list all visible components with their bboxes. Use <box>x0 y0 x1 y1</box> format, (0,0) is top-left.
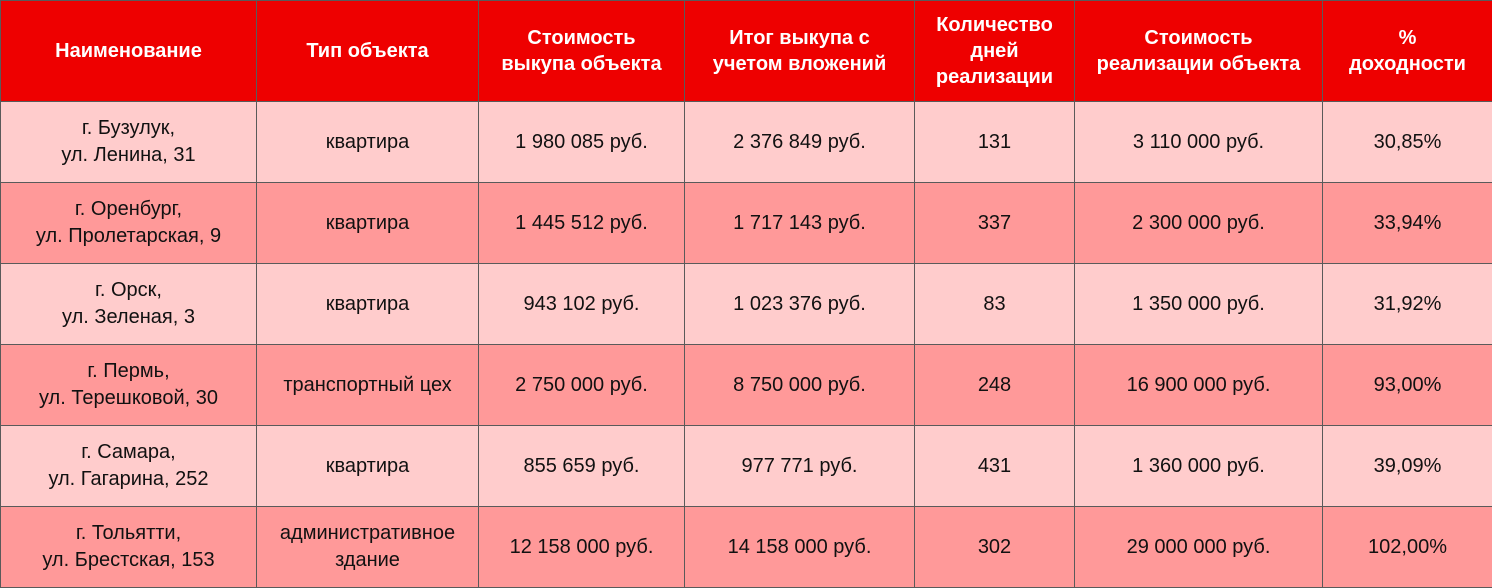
cell-days: 131 <box>915 102 1075 183</box>
cell-type: квартира <box>257 426 479 507</box>
header-object-type: Тип объекта <box>257 1 479 102</box>
cell-buyout-total: 14 158 000 руб. <box>685 507 915 588</box>
cell-type: транспортный цех <box>257 345 479 426</box>
cell-buyout-cost: 1 980 085 руб. <box>479 102 685 183</box>
cell-yield: 93,00% <box>1323 345 1492 426</box>
cell-buyout-total: 1 023 376 руб. <box>685 264 915 345</box>
table-row: г. Оренбург, ул. Пролетарская, 9 квартир… <box>1 183 1492 264</box>
header-days: Количество дней реализации <box>915 1 1075 102</box>
cell-name: г. Оренбург, ул. Пролетарская, 9 <box>1 183 257 264</box>
cell-buyout-cost: 855 659 руб. <box>479 426 685 507</box>
cell-buyout-cost: 1 445 512 руб. <box>479 183 685 264</box>
header-buyout-total: Итог выкупа с учетом вложений <box>685 1 915 102</box>
cell-buyout-cost: 12 158 000 руб. <box>479 507 685 588</box>
cell-sale-cost: 2 300 000 руб. <box>1075 183 1323 264</box>
cell-buyout-total: 2 376 849 руб. <box>685 102 915 183</box>
cell-name: г. Орск, ул. Зеленая, 3 <box>1 264 257 345</box>
cell-sale-cost: 1 350 000 руб. <box>1075 264 1323 345</box>
table-header-row: Наименование Тип объекта Стоимость выкуп… <box>1 1 1492 102</box>
cell-days: 337 <box>915 183 1075 264</box>
cell-days: 302 <box>915 507 1075 588</box>
cell-type: административное здание <box>257 507 479 588</box>
cell-name: г. Самара, ул. Гагарина, 252 <box>1 426 257 507</box>
cell-name: г. Тольятти, ул. Брестская, 153 <box>1 507 257 588</box>
cell-type: квартира <box>257 102 479 183</box>
table-row: г. Орск, ул. Зеленая, 3 квартира 943 102… <box>1 264 1492 345</box>
table-row: г. Тольятти, ул. Брестская, 153 админист… <box>1 507 1492 588</box>
cell-buyout-total: 8 750 000 руб. <box>685 345 915 426</box>
header-yield: % доходности <box>1323 1 1492 102</box>
table-row: г. Бузулук, ул. Ленина, 31 квартира 1 98… <box>1 102 1492 183</box>
cell-days: 248 <box>915 345 1075 426</box>
cell-buyout-total: 977 771 руб. <box>685 426 915 507</box>
cell-sale-cost: 29 000 000 руб. <box>1075 507 1323 588</box>
table-row: г. Пермь, ул. Терешковой, 30 транспортны… <box>1 345 1492 426</box>
cell-sale-cost: 3 110 000 руб. <box>1075 102 1323 183</box>
cell-yield: 31,92% <box>1323 264 1492 345</box>
cell-sale-cost: 16 900 000 руб. <box>1075 345 1323 426</box>
cell-name: г. Пермь, ул. Терешковой, 30 <box>1 345 257 426</box>
cell-days: 83 <box>915 264 1075 345</box>
cell-type: квартира <box>257 183 479 264</box>
cell-name: г. Бузулук, ул. Ленина, 31 <box>1 102 257 183</box>
cell-buyout-cost: 2 750 000 руб. <box>479 345 685 426</box>
cell-buyout-cost: 943 102 руб. <box>479 264 685 345</box>
cell-days: 431 <box>915 426 1075 507</box>
header-name: Наименование <box>1 1 257 102</box>
cell-yield: 33,94% <box>1323 183 1492 264</box>
table-row: г. Самара, ул. Гагарина, 252 квартира 85… <box>1 426 1492 507</box>
header-buyout-cost: Стоимость выкупа объекта <box>479 1 685 102</box>
cell-buyout-total: 1 717 143 руб. <box>685 183 915 264</box>
cell-sale-cost: 1 360 000 руб. <box>1075 426 1323 507</box>
cell-type: квартира <box>257 264 479 345</box>
cell-yield: 102,00% <box>1323 507 1492 588</box>
header-sale-cost: Стоимость реализации объекта <box>1075 1 1323 102</box>
cell-yield: 30,85% <box>1323 102 1492 183</box>
cell-yield: 39,09% <box>1323 426 1492 507</box>
